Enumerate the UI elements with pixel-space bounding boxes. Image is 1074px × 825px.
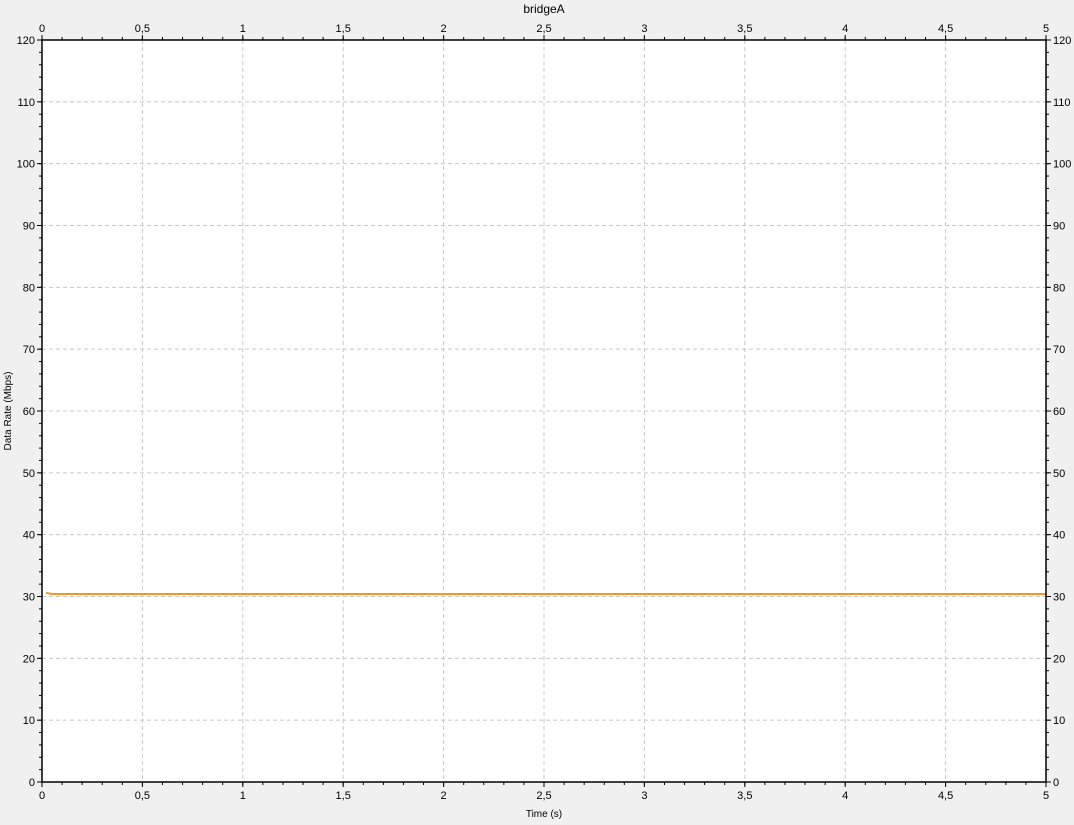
x-tick-label-top: 4,5 [938,23,953,35]
x-tick-label-bottom: 4,5 [938,790,953,802]
x-tick-label-bottom: 2,5 [536,790,551,802]
y-tick-label-right: 0 [1053,777,1059,789]
y-tick-label-right: 100 [1053,159,1071,171]
grid [42,40,1046,782]
y-tick-label-left: 0 [29,777,35,789]
x-tick-label-bottom: 2 [441,790,447,802]
y-tick-label-left: 110 [17,97,35,109]
y-tick-label-right: 40 [1053,530,1065,542]
x-tick-label-top: 5 [1043,23,1049,35]
x-tick-label-bottom: 1,5 [336,790,351,802]
y-tick-label-left: 20 [23,653,35,665]
y-axis-label: Data Rate (Mbps) [3,372,14,451]
x-tick-label-bottom: 4 [842,790,848,802]
y-tick-label-right: 110 [1053,97,1071,109]
series-layer [45,591,1046,595]
x-tick-label-top: 2 [441,23,447,35]
y-tick-label-right: 50 [1053,468,1065,480]
x-tick-label-bottom: 5 [1043,790,1049,802]
y-tick-label-right: 10 [1053,715,1065,727]
y-tick-label-right: 70 [1053,344,1065,356]
x-tick-label-top: 3,5 [737,23,752,35]
y-tick-label-right: 20 [1053,653,1065,665]
y-tick-label-left: 70 [23,344,35,356]
x-tick-label-bottom: 1 [240,790,246,802]
y-tick-label-right: 90 [1053,221,1065,233]
y-tick-label-left: 40 [23,530,35,542]
y-tick-label-right: 30 [1053,592,1065,604]
x-axis-label: Time (s) [526,809,562,820]
y-tick-label-right: 60 [1053,406,1065,418]
y-tick-label-right: 80 [1053,282,1065,294]
y-tick-label-left: 80 [23,282,35,294]
y-tick-label-left: 30 [23,592,35,604]
x-tick-label-top: 0 [39,23,45,35]
axes: 000,50,5111,51,5222,52,5333,53,5444,54,5… [17,23,1072,802]
y-tick-label-left: 10 [23,715,35,727]
y-tick-label-left: 100 [17,159,35,171]
x-tick-label-bottom: 0 [39,790,45,802]
y-tick-label-left: 60 [23,406,35,418]
series-line [45,591,1046,595]
x-tick-label-top: 1 [240,23,246,35]
x-tick-label-top: 3 [641,23,647,35]
y-tick-label-left: 50 [23,468,35,480]
x-tick-label-bottom: 3,5 [737,790,752,802]
x-tick-label-top: 0,5 [135,23,150,35]
y-tick-label-right: 120 [1053,35,1071,47]
x-tick-label-top: 1,5 [336,23,351,35]
y-tick-label-left: 90 [23,221,35,233]
y-tick-label-left: 120 [17,35,35,47]
chart-title: bridgeA [523,2,564,16]
x-tick-label-bottom: 0,5 [135,790,150,802]
x-tick-label-top: 2,5 [536,23,551,35]
x-tick-label-bottom: 3 [641,790,647,802]
x-tick-label-top: 4 [842,23,848,35]
